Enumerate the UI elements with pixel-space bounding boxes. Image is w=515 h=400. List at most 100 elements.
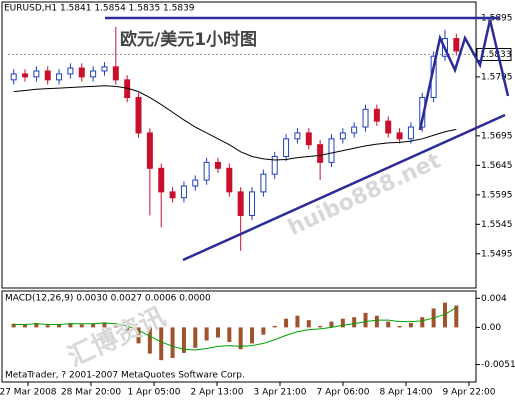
macd-bar: [57, 324, 62, 328]
candle-body: [56, 73, 63, 81]
macd-bar: [227, 327, 232, 342]
candle-body: [305, 132, 312, 146]
macd-signal: [13, 307, 457, 351]
candle-body: [249, 191, 256, 216]
chart-title: 欧元/美元1小时图: [120, 29, 257, 50]
current-price-box: [476, 47, 512, 61]
candle-body: [328, 138, 335, 163]
macd-bar: [136, 327, 141, 344]
candle-body: [373, 108, 380, 122]
candle-body: [214, 161, 221, 169]
candle-body: [146, 132, 153, 169]
y-tick-label: 1.5645: [481, 161, 513, 171]
candle-body: [10, 73, 17, 81]
macd-bar: [170, 327, 175, 358]
candle-body: [78, 67, 85, 78]
macd-bar: [306, 320, 311, 328]
candle-body: [180, 185, 187, 199]
macd-bar: [352, 317, 357, 328]
candle-body: [260, 173, 267, 193]
macd-bar: [204, 327, 209, 341]
candle-body: [203, 161, 210, 181]
macd-bar: [193, 327, 198, 348]
candle-body: [135, 97, 142, 134]
candle-body: [67, 67, 74, 75]
footer: MetaTrader, ? 2001-2007 MetaQuotes Softw…: [5, 371, 245, 381]
y-tick-label: -0.0051: [481, 360, 515, 370]
candle-body: [237, 191, 244, 216]
y-tick-label: 1.5495: [481, 249, 513, 259]
macd-bar: [272, 325, 277, 328]
x-tick-label: 2 Apr 13:00: [191, 388, 244, 398]
macd-bar: [238, 327, 243, 350]
header: EURUSD,H1 1.5841 1.5854 1.5835 1.5839: [4, 4, 195, 14]
macd-bar: [295, 315, 300, 328]
macd-bar: [215, 327, 220, 338]
macd-bar: [261, 327, 266, 335]
price-panel: [1, 1, 477, 289]
candle-body: [317, 144, 324, 163]
macd-bar: [340, 318, 345, 328]
macd-bar: [408, 323, 413, 328]
macd-bar: [284, 318, 289, 328]
macd-bar: [79, 324, 84, 328]
moving-average: [13, 85, 457, 161]
macd-bar: [68, 323, 73, 328]
y-tick-label: 1.5795: [481, 72, 513, 82]
y-tick-label: 1.5545: [481, 220, 513, 230]
macd-bar: [11, 323, 16, 328]
macd-bar: [113, 324, 118, 328]
x-tick-label: 1 Apr 05:00: [128, 388, 181, 398]
macd-bar: [91, 323, 96, 328]
macd-bar: [159, 327, 164, 361]
macd-bar: [23, 324, 28, 328]
y-tick-label: 0.004: [481, 294, 507, 304]
candle-body: [44, 70, 51, 81]
macd-bar: [45, 325, 50, 328]
x-tick-label: 8 Apr 14:00: [380, 388, 433, 398]
candle-body: [90, 70, 97, 78]
macd-bar: [374, 315, 379, 328]
candle-body: [407, 126, 414, 140]
macd-bar: [454, 305, 459, 328]
current-price-label: 1.5833: [480, 50, 512, 60]
x-tick-label: 7 Apr 06:00: [317, 388, 370, 398]
candle-body: [158, 167, 165, 193]
x-tick-label: 27 Mar 2008: [0, 388, 57, 398]
candle-body: [453, 38, 460, 52]
macd-bar: [363, 312, 368, 328]
candle-body: [362, 108, 369, 128]
macd-bar: [386, 321, 391, 328]
candle-body: [351, 126, 358, 134]
macd-bar: [329, 321, 334, 328]
y-tick-label: 1.5695: [481, 131, 513, 141]
macd-bar: [442, 302, 447, 328]
y-tick-label: 0.00: [481, 323, 501, 333]
macd-bar: [147, 327, 152, 354]
x-tick-label: 9 Apr 22:00: [443, 388, 496, 398]
candle-body: [22, 73, 29, 78]
candle-body: [339, 132, 346, 140]
candle-body: [169, 191, 176, 199]
macd-bar: [181, 327, 186, 353]
candle-body: [101, 66, 108, 72]
x-tick-label: 28 Mar 20:00: [61, 388, 121, 398]
support-line: [182, 113, 506, 262]
macd-bar: [420, 317, 425, 328]
wave-line: [418, 19, 510, 131]
candle-body: [271, 155, 278, 175]
macd-bar: [102, 322, 107, 328]
macd-label: MACD(12,26,9) 0.0030 0.0027 0.0006 0.000…: [5, 294, 211, 304]
candle-body: [283, 138, 290, 157]
candle-body: [294, 132, 301, 140]
candle-body: [192, 179, 199, 187]
macd-bar: [318, 325, 323, 328]
candle-body: [33, 70, 40, 78]
candle-body: [226, 167, 233, 193]
macd-bar: [34, 323, 39, 328]
candle-body: [385, 120, 392, 134]
candle-body: [396, 132, 403, 140]
macd-bar: [397, 325, 402, 328]
x-tick-label: 3 Apr 21:00: [254, 388, 307, 398]
